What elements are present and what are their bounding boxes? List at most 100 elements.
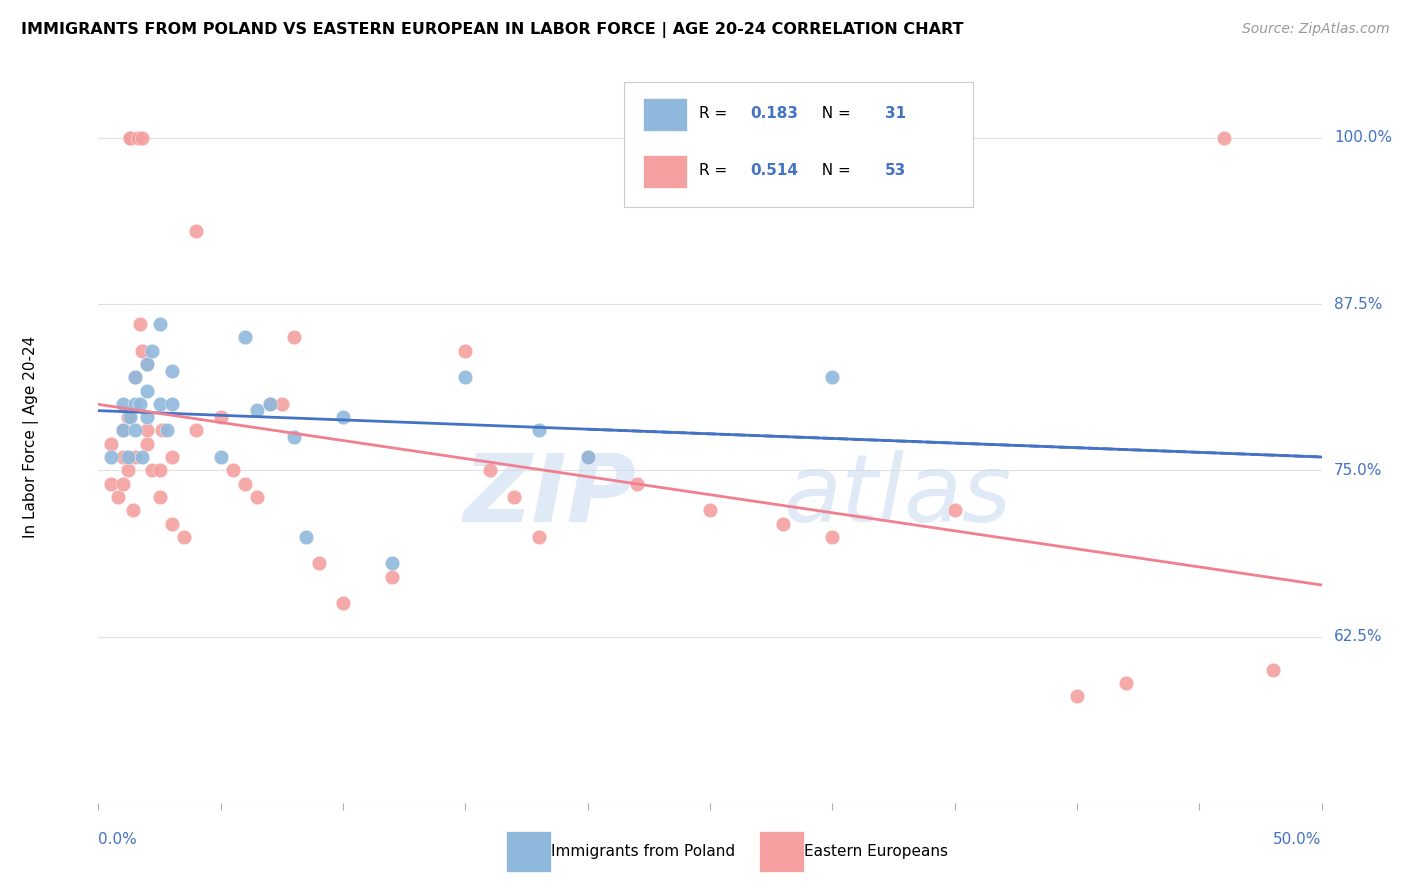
Point xyxy=(136,436,159,450)
Point xyxy=(576,450,599,464)
Point xyxy=(129,397,152,411)
Point xyxy=(160,397,183,411)
Point xyxy=(772,516,794,531)
Point xyxy=(136,410,159,425)
Point xyxy=(124,424,146,438)
Point xyxy=(295,530,318,544)
Point xyxy=(478,463,501,477)
Point xyxy=(131,450,153,464)
Point xyxy=(124,370,146,384)
Text: IMMIGRANTS FROM POLAND VS EASTERN EUROPEAN IN LABOR FORCE | AGE 20-24 CORRELATIO: IMMIGRANTS FROM POLAND VS EASTERN EUROPE… xyxy=(21,22,963,38)
Point xyxy=(283,430,305,444)
Point xyxy=(186,424,208,438)
Point xyxy=(246,490,269,504)
Point xyxy=(332,596,354,610)
Point xyxy=(141,343,163,358)
Point xyxy=(120,131,142,145)
Point xyxy=(136,357,159,371)
Point xyxy=(381,557,404,571)
Point xyxy=(100,450,122,464)
Point xyxy=(209,450,232,464)
Text: N =: N = xyxy=(811,163,855,178)
Point xyxy=(124,397,146,411)
Text: ZIP: ZIP xyxy=(464,450,637,541)
Text: 53: 53 xyxy=(884,163,907,178)
Point xyxy=(233,330,256,344)
Point xyxy=(111,424,134,438)
Point xyxy=(107,490,129,504)
Point xyxy=(120,410,142,425)
Point xyxy=(160,363,183,377)
Point xyxy=(149,463,172,477)
Text: 100.0%: 100.0% xyxy=(1334,130,1392,145)
Point xyxy=(222,463,245,477)
Text: N =: N = xyxy=(811,106,855,121)
Point xyxy=(1115,676,1137,690)
Point xyxy=(117,450,139,464)
Point xyxy=(576,450,599,464)
Point xyxy=(1261,663,1284,677)
Text: 87.5%: 87.5% xyxy=(1334,297,1382,311)
Text: R =: R = xyxy=(699,163,733,178)
Text: Immigrants from Poland: Immigrants from Poland xyxy=(551,845,735,859)
Point xyxy=(136,357,159,371)
Point xyxy=(129,317,152,331)
Point xyxy=(454,343,477,358)
Point xyxy=(131,131,153,145)
Text: R =: R = xyxy=(699,106,733,121)
Text: 62.5%: 62.5% xyxy=(1334,629,1382,644)
Point xyxy=(127,131,149,145)
Point xyxy=(124,370,146,384)
Point xyxy=(943,503,966,517)
FancyBboxPatch shape xyxy=(759,831,804,872)
Point xyxy=(308,557,330,571)
Point xyxy=(503,490,526,504)
Text: In Labor Force | Age 20-24: In Labor Force | Age 20-24 xyxy=(22,336,39,538)
Point xyxy=(124,450,146,464)
Point xyxy=(160,450,183,464)
Text: 31: 31 xyxy=(884,106,905,121)
Point xyxy=(111,397,134,411)
Point xyxy=(149,317,172,331)
Point xyxy=(259,397,281,411)
Point xyxy=(111,476,134,491)
Point xyxy=(117,463,139,477)
Point xyxy=(381,570,404,584)
FancyBboxPatch shape xyxy=(506,831,551,872)
Point xyxy=(117,410,139,425)
Text: atlas: atlas xyxy=(783,450,1012,541)
FancyBboxPatch shape xyxy=(624,82,973,207)
Point xyxy=(156,424,179,438)
Point xyxy=(149,397,172,411)
Text: 50.0%: 50.0% xyxy=(1274,832,1322,847)
Text: Source: ZipAtlas.com: Source: ZipAtlas.com xyxy=(1241,22,1389,37)
Point xyxy=(283,330,305,344)
Point xyxy=(626,476,648,491)
Point xyxy=(246,403,269,417)
Point xyxy=(111,450,134,464)
Text: 0.183: 0.183 xyxy=(751,106,799,121)
Text: 0.0%: 0.0% xyxy=(98,832,138,847)
Point xyxy=(100,476,122,491)
Point xyxy=(131,343,153,358)
Point xyxy=(270,397,294,411)
Point xyxy=(454,370,477,384)
Point xyxy=(186,224,208,238)
Point xyxy=(1066,690,1088,704)
Point xyxy=(160,516,183,531)
FancyBboxPatch shape xyxy=(643,154,686,188)
Point xyxy=(821,530,844,544)
Point xyxy=(233,476,256,491)
Point xyxy=(120,131,142,145)
Point xyxy=(332,410,354,425)
Point xyxy=(821,370,844,384)
Point xyxy=(1212,131,1234,145)
Point xyxy=(100,436,122,450)
Text: Eastern Europeans: Eastern Europeans xyxy=(804,845,948,859)
Point xyxy=(699,503,721,517)
Point xyxy=(149,490,172,504)
Text: 0.514: 0.514 xyxy=(751,163,799,178)
Text: 75.0%: 75.0% xyxy=(1334,463,1382,478)
Point xyxy=(259,397,281,411)
Point xyxy=(136,384,159,398)
